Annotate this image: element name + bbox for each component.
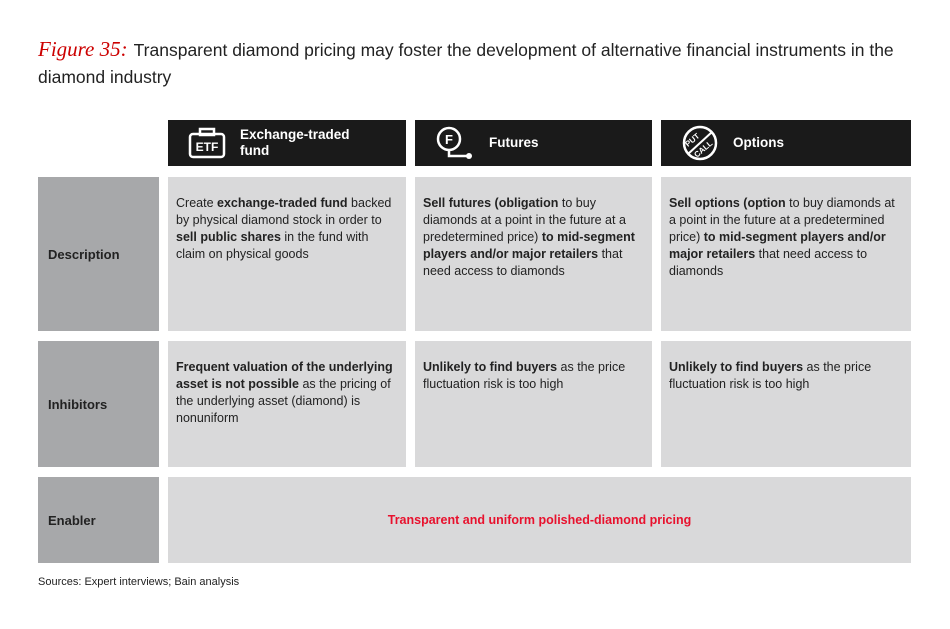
text-run: Unlikely to find buyers bbox=[669, 360, 804, 374]
icon-text: F bbox=[445, 132, 453, 147]
table-cell: Sell futures (obligation to buy diamonds… bbox=[415, 177, 652, 331]
text-run: in the fund with claim on physical goods bbox=[176, 230, 369, 261]
text-run: to mid-segment players and/or major reta… bbox=[669, 230, 886, 261]
enabler-text: Transparent and uniform polished-diamond… bbox=[387, 513, 692, 527]
text-run: Sell options (option bbox=[669, 196, 786, 210]
column-label: Options bbox=[733, 135, 784, 150]
table-cell: Sell options (option to buy diamonds at … bbox=[661, 177, 911, 331]
text-run: to mid-segment players and/or major reta… bbox=[423, 230, 635, 261]
row-label: Enabler bbox=[38, 477, 159, 563]
title-block: Figure 35: Transparent diamond pricing ma… bbox=[38, 36, 928, 91]
text-run: Create bbox=[176, 196, 217, 210]
source: Sources: Expert interviews; Bain analysi… bbox=[38, 576, 240, 588]
text-run: Sell futures (obligation bbox=[423, 196, 559, 210]
column-header: F Futures bbox=[415, 120, 652, 166]
text-run: backed by physical diamond stock in orde… bbox=[176, 196, 392, 227]
text-run: as the price fluctuation risk is too hig… bbox=[423, 360, 626, 391]
text-run: that need access to diamonds bbox=[423, 247, 623, 278]
text-run: that need access to diamonds bbox=[669, 247, 868, 278]
column-label: Futures bbox=[489, 135, 539, 150]
icon-text: ETF bbox=[196, 140, 219, 154]
text-run: as the price fluctuation risk is too hig… bbox=[669, 360, 872, 391]
table-cell: Unlikely to find buyers as the price flu… bbox=[661, 341, 911, 467]
text-run: as the pricing of the underlying asset (… bbox=[176, 377, 391, 425]
column-header: PUT CALL Options bbox=[661, 120, 911, 166]
column-header: ETF Exchange-traded fund bbox=[168, 120, 406, 166]
text-run: exchange-traded fund bbox=[217, 196, 348, 210]
table-cell: Create exchange-traded fund backed by ph… bbox=[168, 177, 406, 331]
futures-icon: F bbox=[436, 126, 472, 159]
enabler-cell: Transparent and uniform polished-diamond… bbox=[168, 477, 911, 563]
etf-icon: ETF bbox=[188, 127, 226, 159]
text-run: sell public shares bbox=[176, 230, 281, 244]
text-run: to buy diamonds at a point in the future… bbox=[669, 196, 895, 244]
row-label: Inhibitors bbox=[38, 341, 159, 467]
table-cell: Frequent valuation of the underlying ass… bbox=[168, 341, 406, 467]
text-run: to buy diamonds at a point in the future… bbox=[423, 196, 626, 244]
table-cell: Unlikely to find buyers as the price flu… bbox=[415, 341, 652, 467]
figure-label: Figure 35: bbox=[38, 37, 128, 61]
column-label: Exchange-traded fund bbox=[240, 127, 350, 158]
text-run: Frequent valuation of the underlying ass… bbox=[176, 360, 393, 391]
title: Transparent diamond pricing may foster t… bbox=[38, 40, 894, 87]
row-label: Description bbox=[38, 177, 159, 331]
text-run: Unlikely to find buyers bbox=[423, 360, 558, 374]
